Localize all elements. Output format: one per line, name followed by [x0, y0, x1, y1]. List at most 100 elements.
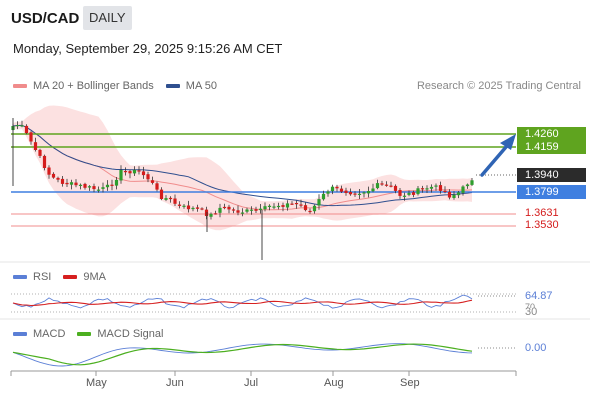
- candle-body: [420, 188, 425, 190]
- candle-body: [299, 204, 303, 206]
- legend-item-ma50: MA 50: [165, 80, 217, 92]
- candle-body: [164, 198, 168, 200]
- candle-body: [344, 190, 348, 193]
- legend-label-macd-signal: MACD Signal: [97, 328, 164, 340]
- price-legend: MA 20 + Bollinger Bands MA 50: [13, 80, 229, 92]
- ma20-swatch: [13, 84, 27, 88]
- candle-body: [447, 191, 452, 198]
- candle-body: [290, 203, 294, 205]
- arrow-shaft: [480, 145, 508, 177]
- candle-body: [56, 177, 60, 180]
- candle-body: [294, 203, 299, 205]
- candle-body: [78, 184, 83, 186]
- candle-body: [308, 210, 312, 213]
- candle-body: [114, 179, 119, 186]
- x-axis-label-jul: Jul: [244, 377, 259, 389]
- rsi-level-70-label: 70: [525, 302, 536, 308]
- candle-body: [110, 184, 114, 186]
- rsi-panel: [11, 293, 516, 313]
- macd-legend: MACD MACD Signal: [13, 328, 175, 340]
- macd-swatch: [13, 332, 27, 336]
- candle-body: [326, 191, 330, 194]
- legend-item-macd: MACD: [13, 328, 65, 340]
- pivot-price-tag: 1.3799: [517, 185, 586, 199]
- currency-pair-title: USD/CAD: [11, 10, 80, 27]
- candle-body: [321, 193, 326, 200]
- candle-body: [159, 189, 164, 199]
- candle-body: [195, 207, 200, 209]
- candle-body: [249, 209, 254, 211]
- rsi-line: [12, 294, 473, 309]
- chart-header: USD/CAD DAILY: [0, 0, 590, 36]
- candle-body: [227, 206, 231, 210]
- candle-body: [200, 208, 204, 210]
- candle-body: [141, 171, 146, 176]
- 9ma-swatch: [63, 275, 78, 279]
- candle-body: [380, 183, 384, 185]
- candle-body: [456, 192, 461, 196]
- candle-body: [281, 205, 285, 207]
- candle-body: [15, 125, 20, 127]
- candle-body: [348, 192, 353, 195]
- ma50-swatch: [165, 84, 180, 88]
- candle-body: [69, 182, 74, 185]
- copyright-text: Research © 2025 Trading Central: [416, 80, 581, 92]
- candle-body: [168, 197, 173, 200]
- legend-item-ma20: MA 20 + Bollinger Bands: [13, 80, 154, 92]
- candle-body: [231, 209, 236, 211]
- candle-body: [362, 192, 366, 194]
- candle-body: [438, 185, 443, 191]
- rsi-level-30-label: 30: [525, 306, 538, 318]
- r1-price-tag: 1.4159: [517, 140, 586, 154]
- candle-body: [123, 171, 128, 173]
- candle-body: [416, 188, 420, 195]
- candle-body: [83, 183, 87, 188]
- candle-body: [407, 192, 411, 195]
- candle-body: [150, 180, 155, 183]
- rsi-swatch: [13, 275, 27, 279]
- rsi-9ma-line: [12, 299, 473, 307]
- candle-body: [411, 192, 416, 195]
- timeframe-badge[interactable]: DAILY: [83, 6, 132, 30]
- candle-body: [119, 170, 123, 181]
- legend-label-9ma: 9MA: [83, 271, 106, 283]
- candle-body: [461, 186, 465, 193]
- candle-body: [137, 170, 141, 172]
- candle-body: [128, 171, 132, 174]
- candle-body: [470, 180, 474, 185]
- x-axis-label-jun: Jun: [166, 377, 184, 389]
- candle-body: [92, 186, 96, 190]
- candle-body: [366, 191, 371, 194]
- candle-body: [101, 187, 105, 189]
- candle-body: [254, 209, 258, 211]
- candle-body: [182, 205, 186, 207]
- candle-body: [51, 173, 56, 178]
- candle-body: [285, 203, 290, 208]
- candle-body: [222, 206, 227, 209]
- candle-body: [353, 193, 357, 195]
- candle-body: [272, 206, 276, 208]
- candle-body: [245, 209, 249, 212]
- last-price-tag: 1.3940: [517, 168, 586, 182]
- candle-body: [263, 206, 267, 210]
- x-axis-label-aug: Aug: [324, 377, 344, 389]
- candle-body: [335, 186, 339, 189]
- candle-body: [384, 184, 389, 186]
- candle-body: [96, 189, 101, 191]
- rsi-value: 64.87: [525, 290, 553, 302]
- candle-body: [398, 190, 402, 196]
- candle-body: [47, 167, 51, 175]
- candle-body: [177, 204, 182, 206]
- target-arrow: [480, 134, 516, 177]
- candle-body: [20, 125, 24, 127]
- r2-price-tag: 1.4260: [517, 127, 586, 141]
- x-axis-label-may: May: [86, 377, 107, 389]
- s1-price-label: 1.3631: [525, 207, 559, 219]
- candle-body: [155, 183, 159, 190]
- candle-body: [389, 185, 393, 187]
- legend-label-macd: MACD: [33, 328, 66, 340]
- candle-body: [132, 169, 137, 174]
- candle-body: [317, 199, 321, 206]
- x-axis-label-sep: Sep: [400, 377, 420, 389]
